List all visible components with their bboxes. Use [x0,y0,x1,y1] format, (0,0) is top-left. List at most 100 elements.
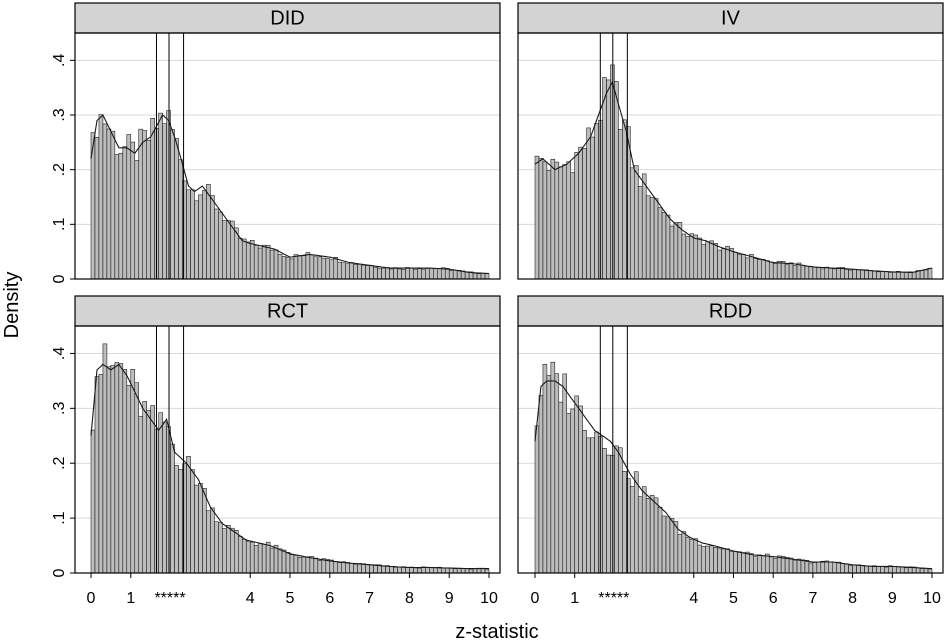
density-curve [534,80,933,273]
histogram-bar [118,152,124,280]
x-tick-label: 6 [325,590,334,607]
histogram-bar [705,545,710,574]
histogram-bar [761,555,766,574]
histogram-bar [792,265,798,280]
histogram-bar [757,554,762,574]
y-tick-label: 0 [51,274,68,283]
histogram-bar [737,551,742,574]
histogram-bar [226,220,231,280]
histogram-bar [594,431,599,574]
histogram-bar [365,564,370,574]
histogram-bar [860,269,865,280]
histogram-bar [630,485,635,574]
histogram-bar [832,268,837,280]
histogram-bar [741,254,746,280]
histogram-bar [836,561,841,574]
histogram-bar [689,539,695,574]
histogram-bar [641,173,647,280]
histogram-bar [745,257,750,280]
histogram-bar [737,253,742,280]
histogram-bar [301,255,307,280]
histogram-bar [206,510,211,574]
histogram-bar [784,556,790,574]
histogram-bar [433,567,438,574]
histogram-bar [923,568,929,574]
histogram-bar [899,271,905,280]
histogram-bar [693,234,699,280]
histogram-bar [717,547,722,574]
histogram-bar [293,254,299,280]
histogram-bar [614,445,619,574]
histogram-bar [122,146,128,280]
histogram-bar [574,152,579,280]
histogram-bar [558,401,564,574]
y-tick-label: .1 [51,218,68,231]
x-tick-label: 5 [729,590,738,607]
histogram-bar [665,214,671,280]
histogram-bar [594,123,599,280]
histogram-bar [429,267,434,280]
histogram-bar [257,247,263,280]
histogram-bar [158,412,163,574]
panel-title: IV [721,7,741,29]
histogram-bar [409,267,414,280]
histogram-bar [733,551,738,574]
histogram-bar [353,264,358,280]
histogram-bar [828,562,834,574]
histogram-bar [800,559,806,574]
histogram-bar [329,559,335,574]
histogram-bar [170,443,175,574]
histogram-bar [729,551,734,574]
x-tick-label: 0 [87,590,96,607]
histogram-bar [150,405,155,574]
y-tick-label: .2 [51,456,68,469]
histogram-bar [661,515,667,574]
histogram-bar [281,256,287,280]
histogram-bar [570,408,575,574]
histogram-bar [649,197,655,280]
histogram-bar [880,566,885,574]
histogram-bar [285,552,291,574]
histogram-bar [820,268,826,280]
histogram-bar [325,258,331,280]
y-tick-label: .3 [51,402,68,415]
histogram-bar [856,564,861,574]
histogram-bar [146,139,151,280]
histogram-bar [602,448,607,574]
histogram-bar [373,266,378,280]
histogram-bar [421,268,426,280]
histogram-bar [484,273,490,280]
histogram-bar [840,563,845,574]
x-tick-label: 8 [405,590,414,607]
histogram-bar [389,566,394,574]
x-tick-label: 6 [769,590,778,607]
histogram-bar [102,343,108,574]
histogram-bar [903,271,909,280]
histogram-bar [158,112,163,280]
histogram-bar [413,567,418,574]
histogram-bar [365,265,370,280]
histogram-bar [550,158,556,280]
histogram-bar [844,563,849,574]
histogram-bar [892,272,897,280]
histogram-bar [357,264,362,280]
histogram-bar [701,546,706,574]
histogram-bar [566,413,571,574]
panel-title: DID [270,7,304,29]
histogram-bar [697,544,702,574]
histogram-bar [868,270,873,280]
histogram-bar [768,556,774,574]
histogram-bar [884,566,889,574]
axes-layer: 0 .1 .2 .3 .4 0 .1 .2 .3 .4 0 1 4 5 6 7 8 9 10 ***** 0 1 4 5 6 7 8… [51,54,941,607]
histogram-bar [305,556,311,574]
histogram-bar [114,362,120,574]
histogram-bar [657,207,663,280]
histogram-bar [126,384,132,574]
panel-did: DID [74,2,501,280]
histogram-bar [377,267,382,280]
histogram-bar [618,447,623,574]
panel-frame [517,325,944,574]
histogram-bar [345,263,350,280]
histogram-bar [341,262,346,280]
x-tick-label: 4 [689,590,698,607]
